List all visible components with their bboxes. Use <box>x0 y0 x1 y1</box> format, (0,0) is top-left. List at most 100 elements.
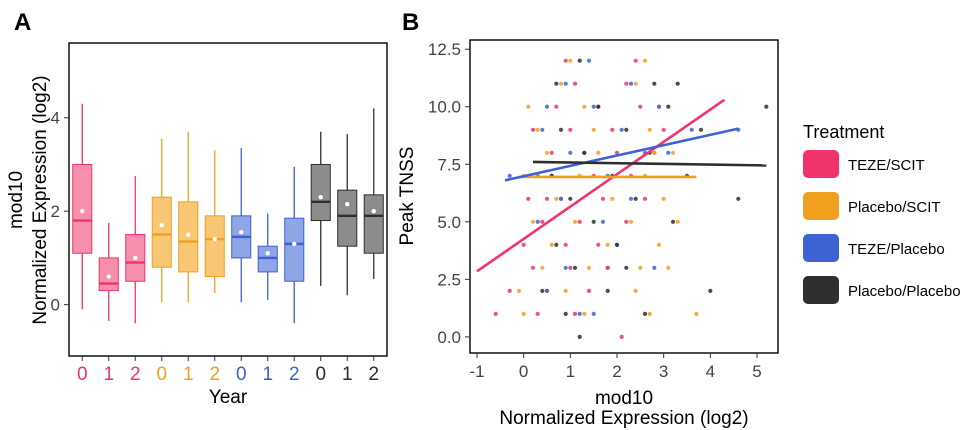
scatter-point <box>530 127 536 132</box>
box-1 <box>72 103 93 310</box>
scatter-point <box>624 265 629 270</box>
box-body <box>337 189 358 247</box>
scatter-point <box>619 334 624 339</box>
box-body <box>72 163 93 254</box>
scatter-point <box>554 104 559 109</box>
scatter-points <box>493 58 769 339</box>
scatter-point <box>764 104 769 109</box>
scatter-point <box>694 311 699 316</box>
scatter-point <box>652 81 657 86</box>
scatter-point <box>689 127 694 132</box>
scatter-point <box>652 150 657 155</box>
plot-frame-a <box>68 42 388 357</box>
scatter-point <box>586 58 592 63</box>
scatter-point <box>642 196 648 201</box>
box-11 <box>337 134 358 296</box>
scatter-point <box>540 219 545 224</box>
scatter-point <box>591 219 596 224</box>
scatter-point <box>624 127 629 132</box>
scatter-point <box>633 58 638 63</box>
scatter-point <box>563 58 568 63</box>
y-tick-label: 12.5 <box>428 40 461 59</box>
scatter-point <box>544 288 550 293</box>
regression-line <box>532 160 767 167</box>
scatter-point <box>530 265 536 270</box>
scatter-point <box>554 81 559 86</box>
legend-swatch <box>803 150 839 178</box>
mean-point <box>265 251 270 256</box>
scatter-point <box>591 104 596 109</box>
y-tick-label: 0.0 <box>437 328 461 347</box>
x-tick-label: 2 <box>289 364 300 385</box>
box-4 <box>151 138 172 303</box>
x-tick-label: 1 <box>342 364 353 385</box>
box-5 <box>178 131 199 303</box>
scatter-point <box>577 219 582 224</box>
scatter-point <box>596 150 601 155</box>
x-tick-label: 1 <box>103 364 114 385</box>
scatter-point <box>521 311 526 316</box>
scatter-point <box>698 127 704 132</box>
scatter-point <box>708 288 713 293</box>
x-tick-label: -1 <box>469 362 484 381</box>
scatter-point <box>628 81 634 86</box>
x-axis-label-a: Year <box>209 387 248 408</box>
mean-point <box>106 274 111 279</box>
scatter-point <box>526 196 531 201</box>
scatter-point <box>610 196 615 201</box>
x-tick-label: 2 <box>368 364 379 385</box>
legend-item: TEZE/Placebo <box>803 234 945 262</box>
y-ticks-a: 0 2 4 <box>51 109 69 315</box>
y-tick-label: 2 <box>51 202 60 221</box>
x-ticks-b: -1 0 1 2 3 4 5 <box>469 353 762 381</box>
box-body <box>98 257 119 292</box>
scatter-point <box>666 104 671 109</box>
y-axis-label-b: Peak TNSS <box>397 147 418 246</box>
scatter-point <box>516 288 522 293</box>
scatter-point <box>572 311 578 316</box>
scatter-point <box>591 311 596 316</box>
scatter-point <box>638 265 643 270</box>
legend-label: TEZE/SCIT <box>848 157 925 174</box>
scatter-panel-b: 0.0 2.5 5.0 7.5 10.0 12.5 -1 0 1 2 3 4 5 mod10 Norm… <box>397 39 779 429</box>
box-8 <box>257 213 278 300</box>
scatter-point <box>568 196 573 201</box>
scatter-point <box>675 219 680 224</box>
x-tick-label: 0 <box>519 362 528 381</box>
scatter-point <box>605 288 610 293</box>
scatter-point <box>568 127 573 132</box>
x-tick-label: 1 <box>183 364 194 385</box>
legend-swatch <box>803 234 839 262</box>
scatter-point <box>526 104 531 109</box>
scatter-point <box>521 242 526 247</box>
box-body <box>284 217 305 282</box>
y-tick-label: 0 <box>51 296 60 315</box>
scatter-point <box>624 81 629 86</box>
scatter-point <box>554 196 559 201</box>
scatter-point <box>563 265 568 270</box>
x-axis-label-b-line2: Normalized Expression (log2) <box>499 408 748 429</box>
scatter-point <box>596 104 601 109</box>
y-axis-label-a-line2: Normalized Expression (log2) <box>30 75 51 324</box>
scatter-point <box>544 104 550 109</box>
mean-point <box>212 237 217 242</box>
scatter-point <box>540 127 545 132</box>
box-body <box>363 194 384 254</box>
scatter-point <box>661 196 666 201</box>
scatter-point <box>610 127 615 132</box>
box-plot-marks <box>72 103 384 324</box>
scatter-point <box>628 219 634 224</box>
scatter-point <box>577 58 582 63</box>
scatter-point <box>535 127 540 132</box>
scatter-point <box>558 81 564 86</box>
scatter-point <box>554 242 559 247</box>
scatter-point <box>633 196 638 201</box>
scatter-point <box>544 196 550 201</box>
scatter-point <box>652 265 657 270</box>
x-tick-label: 4 <box>706 362 715 381</box>
scatter-point <box>661 127 666 132</box>
scatter-point <box>582 311 587 316</box>
scatter-point <box>568 150 573 155</box>
